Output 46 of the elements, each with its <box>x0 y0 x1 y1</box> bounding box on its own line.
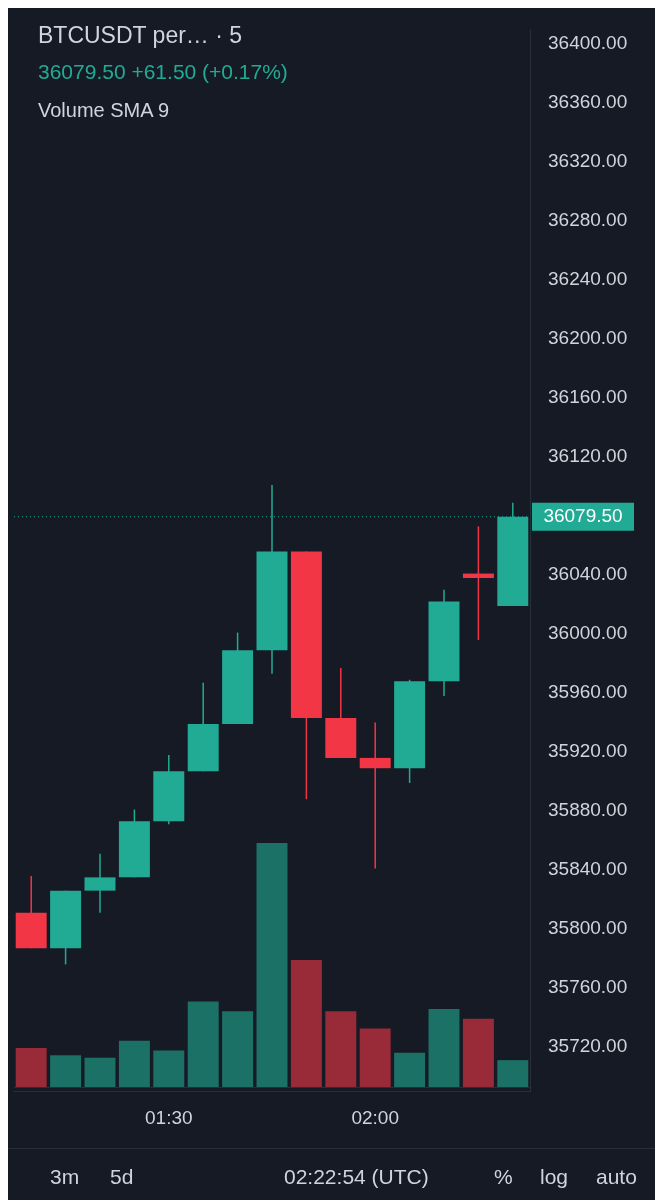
y-tick-label: 36040.00 <box>548 563 628 585</box>
bar <box>153 1050 185 1087</box>
bar <box>187 1001 219 1087</box>
candlestick <box>462 525 494 641</box>
text: 3m <box>50 1165 80 1189</box>
y-tick-label: 36200.00 <box>548 327 628 349</box>
bar <box>462 1018 494 1087</box>
bar <box>394 1052 426 1087</box>
bar <box>84 1057 116 1087</box>
bar <box>50 1055 82 1087</box>
candlestick <box>359 721 391 870</box>
chart-title: BTCUSDT per… · 5 <box>38 22 243 49</box>
y-tick-label: 35880.00 <box>548 799 628 821</box>
y-tick-label: 35800.00 <box>548 917 628 939</box>
text: 5d <box>110 1165 134 1189</box>
bar <box>256 843 288 1087</box>
x-tick-label: 01:30 <box>145 1106 193 1128</box>
bar <box>290 960 322 1087</box>
y-tick-label: 35920.00 <box>548 740 628 762</box>
bar <box>428 1008 460 1087</box>
text: % <box>494 1165 513 1189</box>
bar <box>118 1040 150 1087</box>
y-tick-label: 35960.00 <box>548 681 628 703</box>
text: 02:22:54 (UTC) <box>284 1165 429 1189</box>
y-tick-label: 36320.00 <box>548 150 628 172</box>
y-tick-label: 36240.00 <box>548 268 628 290</box>
y-tick-label: 36360.00 <box>548 91 628 113</box>
text: log <box>540 1165 569 1189</box>
bar <box>222 1011 254 1087</box>
y-tick-label: 36160.00 <box>548 386 628 408</box>
y-tick-label: 36280.00 <box>548 209 628 231</box>
y-tick-label: 36400.00 <box>548 32 628 54</box>
ref-line-label: 36079.50 <box>543 505 623 527</box>
bar <box>497 1060 529 1087</box>
y-tick-label: 35720.00 <box>548 1035 628 1057</box>
bar <box>15 1047 47 1087</box>
bar <box>359 1028 391 1087</box>
x-tick-label: 02:00 <box>351 1106 399 1128</box>
y-tick-label: 36000.00 <box>548 622 628 644</box>
text: 36079.50 +61.50 (+0.17%) <box>38 60 288 84</box>
bar <box>325 1011 357 1087</box>
text: auto <box>596 1165 637 1189</box>
annotation: Volume SMA 9 <box>38 99 170 122</box>
y-tick-label: 35840.00 <box>548 858 628 880</box>
y-tick-label: 35760.00 <box>548 976 628 998</box>
y-tick-label: 36120.00 <box>548 445 628 467</box>
